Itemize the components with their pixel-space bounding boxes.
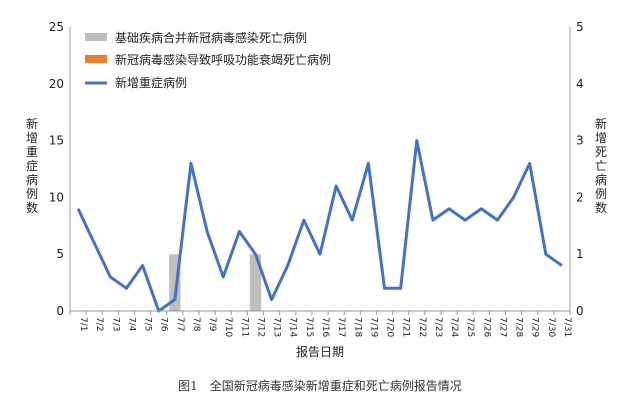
x-tick: 7/11 — [239, 317, 249, 337]
left-y-tick: 10 — [49, 190, 64, 204]
line-series — [76, 139, 563, 313]
x-tick: 7/9 — [207, 317, 217, 332]
x-tick: 7/8 — [191, 317, 201, 332]
right-y-tick: 5 — [576, 20, 584, 34]
right-y-tick-labels: 0 1 2 3 4 5 — [576, 20, 584, 318]
x-tick: 7/7 — [175, 317, 185, 331]
x-tick: 7/18 — [352, 317, 362, 337]
x-tick: 7/29 — [530, 317, 540, 337]
left-y-axis-title: 新增重症病例数 — [26, 116, 38, 215]
right-y-tick: 2 — [576, 190, 584, 204]
x-tick: 7/23 — [433, 317, 443, 337]
left-y-tick: 20 — [49, 77, 64, 91]
x-axis-title: 报告日期 — [296, 344, 344, 359]
bar — [169, 254, 181, 311]
x-tick: 7/16 — [320, 317, 330, 337]
x-tick: 7/17 — [336, 317, 346, 337]
left-y-tick: 5 — [56, 247, 64, 261]
x-tick: 7/31 — [562, 317, 572, 337]
x-tick: 7/27 — [497, 317, 507, 337]
right-y-axis-title: 新增死亡病例数 — [595, 116, 607, 215]
x-tick: 7/4 — [126, 317, 136, 332]
x-tick: 7/2 — [94, 317, 104, 331]
x-tick: 7/19 — [368, 317, 378, 337]
axes — [69, 27, 571, 315]
x-tick: 7/6 — [159, 317, 169, 332]
x-tick: 7/10 — [223, 317, 233, 337]
x-tick: 7/1 — [78, 317, 88, 331]
x-tick: 7/30 — [546, 317, 556, 337]
legend-swatch — [85, 55, 107, 63]
x-tick: 7/21 — [401, 317, 411, 337]
figure-caption: 图1 全国新冠病毒感染新增重症和死亡病例报告情况 — [178, 378, 462, 393]
right-y-tick: 0 — [576, 304, 584, 318]
x-tick: 7/13 — [272, 317, 282, 337]
x-tick: 7/14 — [288, 317, 298, 337]
x-tick: 7/28 — [514, 317, 524, 337]
bar-series — [169, 254, 262, 311]
legend-label: 基础疾病合并新冠病毒感染死亡病例 — [115, 30, 307, 45]
x-tick: 7/25 — [465, 317, 475, 337]
x-tick: 7/3 — [110, 317, 120, 331]
x-tick: 7/5 — [143, 317, 153, 331]
severe-cases-line — [76, 139, 563, 313]
legend-label: 新冠病毒感染导致呼吸功能衰竭死亡病例 — [115, 52, 331, 67]
x-tick: 7/15 — [304, 317, 314, 337]
left-y-tick: 0 — [56, 304, 64, 318]
right-y-tick: 4 — [576, 77, 584, 91]
legend-label: 新增重症病例 — [115, 75, 187, 90]
x-tick-labels: 7/1 7/2 7/3 7/4 7/5 7/6 7/7 7/8 7/9 7/10 7/11 7/12 7… — [78, 317, 572, 337]
left-y-tick: 15 — [49, 134, 64, 148]
right-y-tick: 3 — [576, 134, 584, 148]
x-tick: 7/24 — [449, 317, 459, 337]
legend-swatch — [85, 33, 107, 41]
right-y-tick: 1 — [576, 247, 584, 261]
x-tick: 7/12 — [255, 317, 265, 337]
left-y-tick-labels: 0 5 10 15 20 25 — [49, 20, 64, 318]
x-tick: 7/22 — [417, 317, 427, 337]
bar — [249, 254, 262, 311]
left-y-tick: 25 — [49, 20, 64, 34]
x-tick: 7/20 — [385, 317, 395, 337]
x-tick: 7/26 — [481, 317, 491, 337]
